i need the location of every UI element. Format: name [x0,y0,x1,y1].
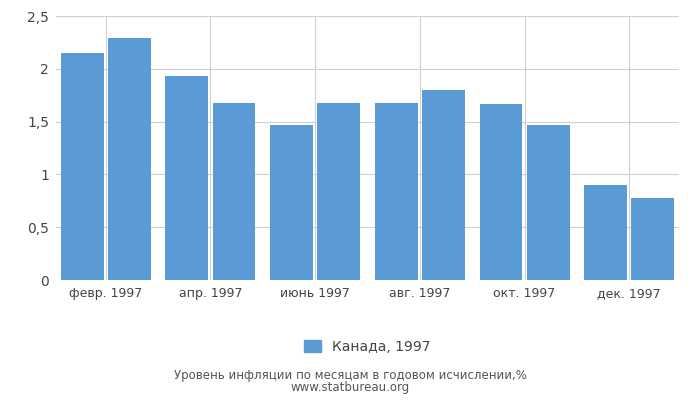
Text: Уровень инфляции по месяцам в годовом исчислении,%: Уровень инфляции по месяцам в годовом ис… [174,370,526,382]
Bar [108,38,150,280]
Bar [422,90,465,280]
Bar [61,53,104,280]
Text: www.statbureau.org: www.statbureau.org [290,382,410,394]
Bar [584,185,627,280]
Bar [270,125,313,280]
Bar [213,102,255,280]
Bar [317,102,360,280]
Bar [631,198,674,280]
Bar [480,104,522,280]
Legend: Канада, 1997: Канада, 1997 [304,340,430,354]
Bar [165,76,209,280]
Bar [374,102,418,280]
Bar [526,125,570,280]
